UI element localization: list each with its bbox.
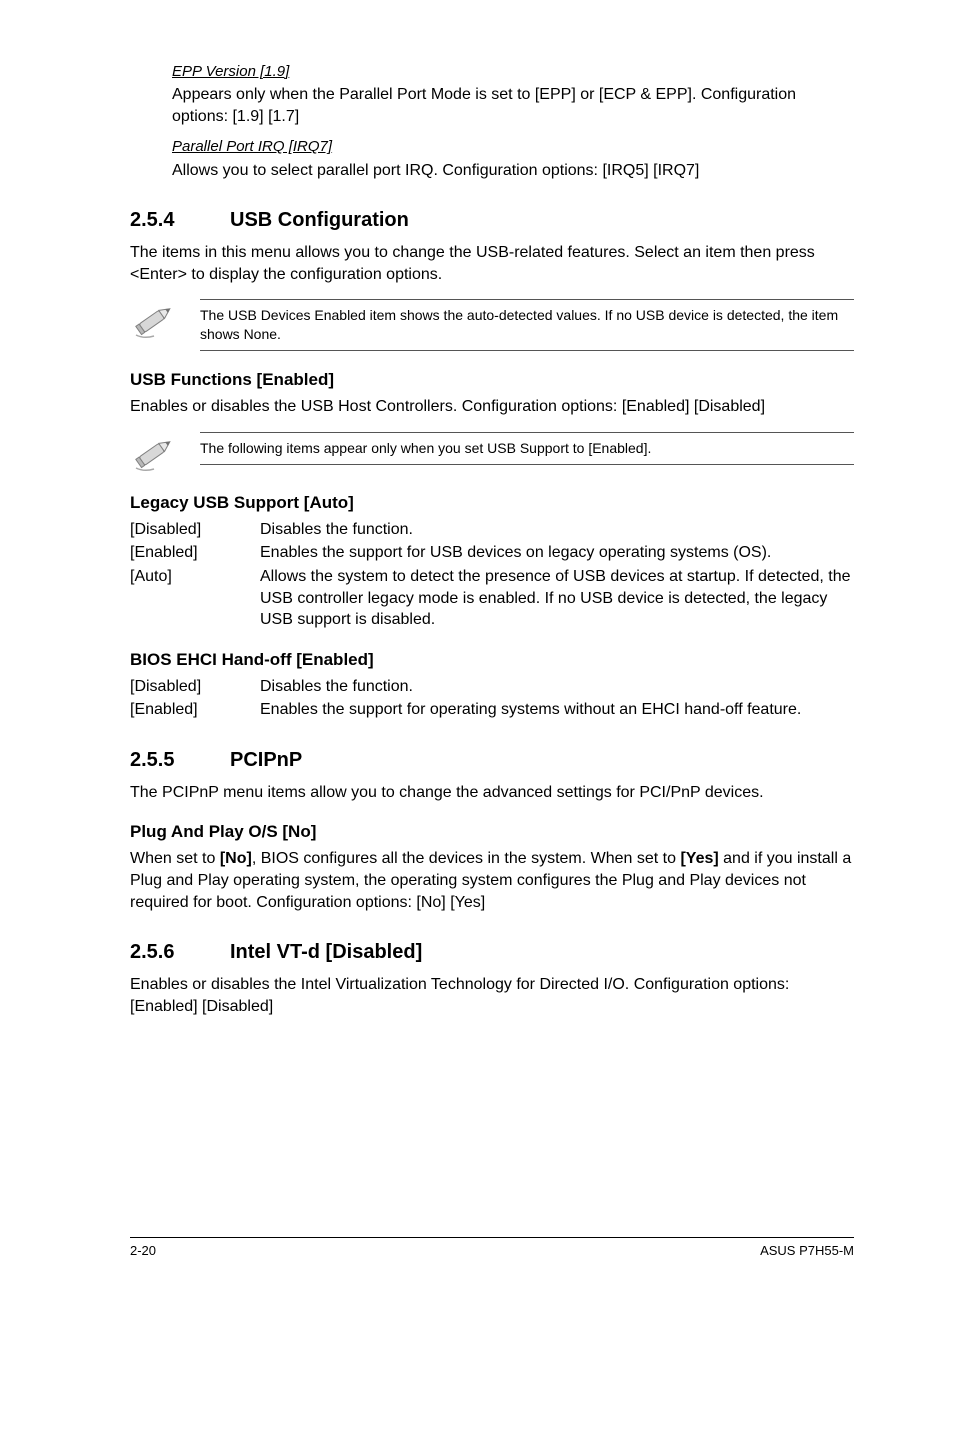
- section-2-5-6-heading: 2.5.6Intel VT-d [Disabled]: [130, 939, 854, 966]
- plug-play-heading: Plug And Play O/S [No]: [130, 821, 854, 844]
- page-footer: 2-20 ASUS P7H55-M: [130, 1237, 854, 1260]
- section-2-5-6-num: 2.5.6: [130, 939, 230, 966]
- plug-text-pre: When set to: [130, 850, 220, 867]
- usb-support-note: The following items appear only when you…: [130, 432, 854, 474]
- ehci-term: [Enabled]: [130, 699, 260, 721]
- ehci-desc: Disables the function.: [260, 676, 854, 698]
- legacy-usb-rows: [Disabled] Disables the function. [Enabl…: [130, 519, 854, 631]
- usb-support-note-text: The following items appear only when you…: [200, 432, 854, 465]
- usb-functions-heading: USB Functions [Enabled]: [130, 369, 854, 392]
- legacy-row: [Disabled] Disables the function.: [130, 519, 854, 541]
- plug-yes-bold: [Yes]: [680, 850, 718, 867]
- pencil-note-icon: [130, 432, 200, 474]
- plug-no-bold: [No]: [220, 850, 252, 867]
- pencil-note-icon: [130, 299, 200, 341]
- section-2-5-4-heading: 2.5.4USB Configuration: [130, 207, 854, 234]
- legacy-usb-heading: Legacy USB Support [Auto]: [130, 492, 854, 515]
- legacy-desc: Disables the function.: [260, 519, 854, 541]
- usb-functions-body: Enables or disables the USB Host Control…: [130, 396, 854, 418]
- ehci-rows: [Disabled] Disables the function. [Enabl…: [130, 676, 854, 721]
- legacy-row: [Auto] Allows the system to detect the p…: [130, 566, 854, 631]
- legacy-term: [Enabled]: [130, 542, 260, 564]
- footer-page-number: 2-20: [130, 1242, 156, 1260]
- section-2-5-6-title: Intel VT-d [Disabled]: [230, 941, 422, 963]
- ehci-term: [Disabled]: [130, 676, 260, 698]
- section-2-5-5-title: PCIPnP: [230, 749, 302, 771]
- section-2-5-6-intro: Enables or disables the Intel Virtualiza…: [130, 974, 854, 1017]
- plug-text-mid: , BIOS configures all the devices in the…: [252, 850, 681, 867]
- legacy-row: [Enabled] Enables the support for USB de…: [130, 542, 854, 564]
- section-2-5-5-intro: The PCIPnP menu items allow you to chang…: [130, 782, 854, 804]
- plug-play-body: When set to [No], BIOS configures all th…: [130, 848, 854, 913]
- ehci-row: [Enabled] Enables the support for operat…: [130, 699, 854, 721]
- parallel-irq-body: Allows you to select parallel port IRQ. …: [172, 160, 854, 182]
- epp-version-heading: EPP Version [1.9]: [172, 62, 854, 82]
- usb-devices-note: The USB Devices Enabled item shows the a…: [130, 299, 854, 351]
- section-2-5-5-heading: 2.5.5PCIPnP: [130, 747, 854, 774]
- epp-version-body: Appears only when the Parallel Port Mode…: [172, 84, 854, 127]
- section-2-5-4-num: 2.5.4: [130, 207, 230, 234]
- section-2-5-5-num: 2.5.5: [130, 747, 230, 774]
- ehci-row: [Disabled] Disables the function.: [130, 676, 854, 698]
- footer-product-name: ASUS P7H55-M: [760, 1242, 854, 1260]
- legacy-term: [Auto]: [130, 566, 260, 631]
- parallel-irq-heading: Parallel Port IRQ [IRQ7]: [172, 137, 854, 157]
- legacy-desc: Enables the support for USB devices on l…: [260, 542, 854, 564]
- legacy-desc: Allows the system to detect the presence…: [260, 566, 854, 631]
- ehci-heading: BIOS EHCI Hand-off [Enabled]: [130, 649, 854, 672]
- usb-devices-note-text: The USB Devices Enabled item shows the a…: [200, 299, 854, 351]
- sub-options-block: EPP Version [1.9] Appears only when the …: [172, 62, 854, 181]
- section-2-5-4-intro: The items in this menu allows you to cha…: [130, 242, 854, 285]
- legacy-term: [Disabled]: [130, 519, 260, 541]
- section-2-5-4-title: USB Configuration: [230, 209, 409, 231]
- ehci-desc: Enables the support for operating system…: [260, 699, 854, 721]
